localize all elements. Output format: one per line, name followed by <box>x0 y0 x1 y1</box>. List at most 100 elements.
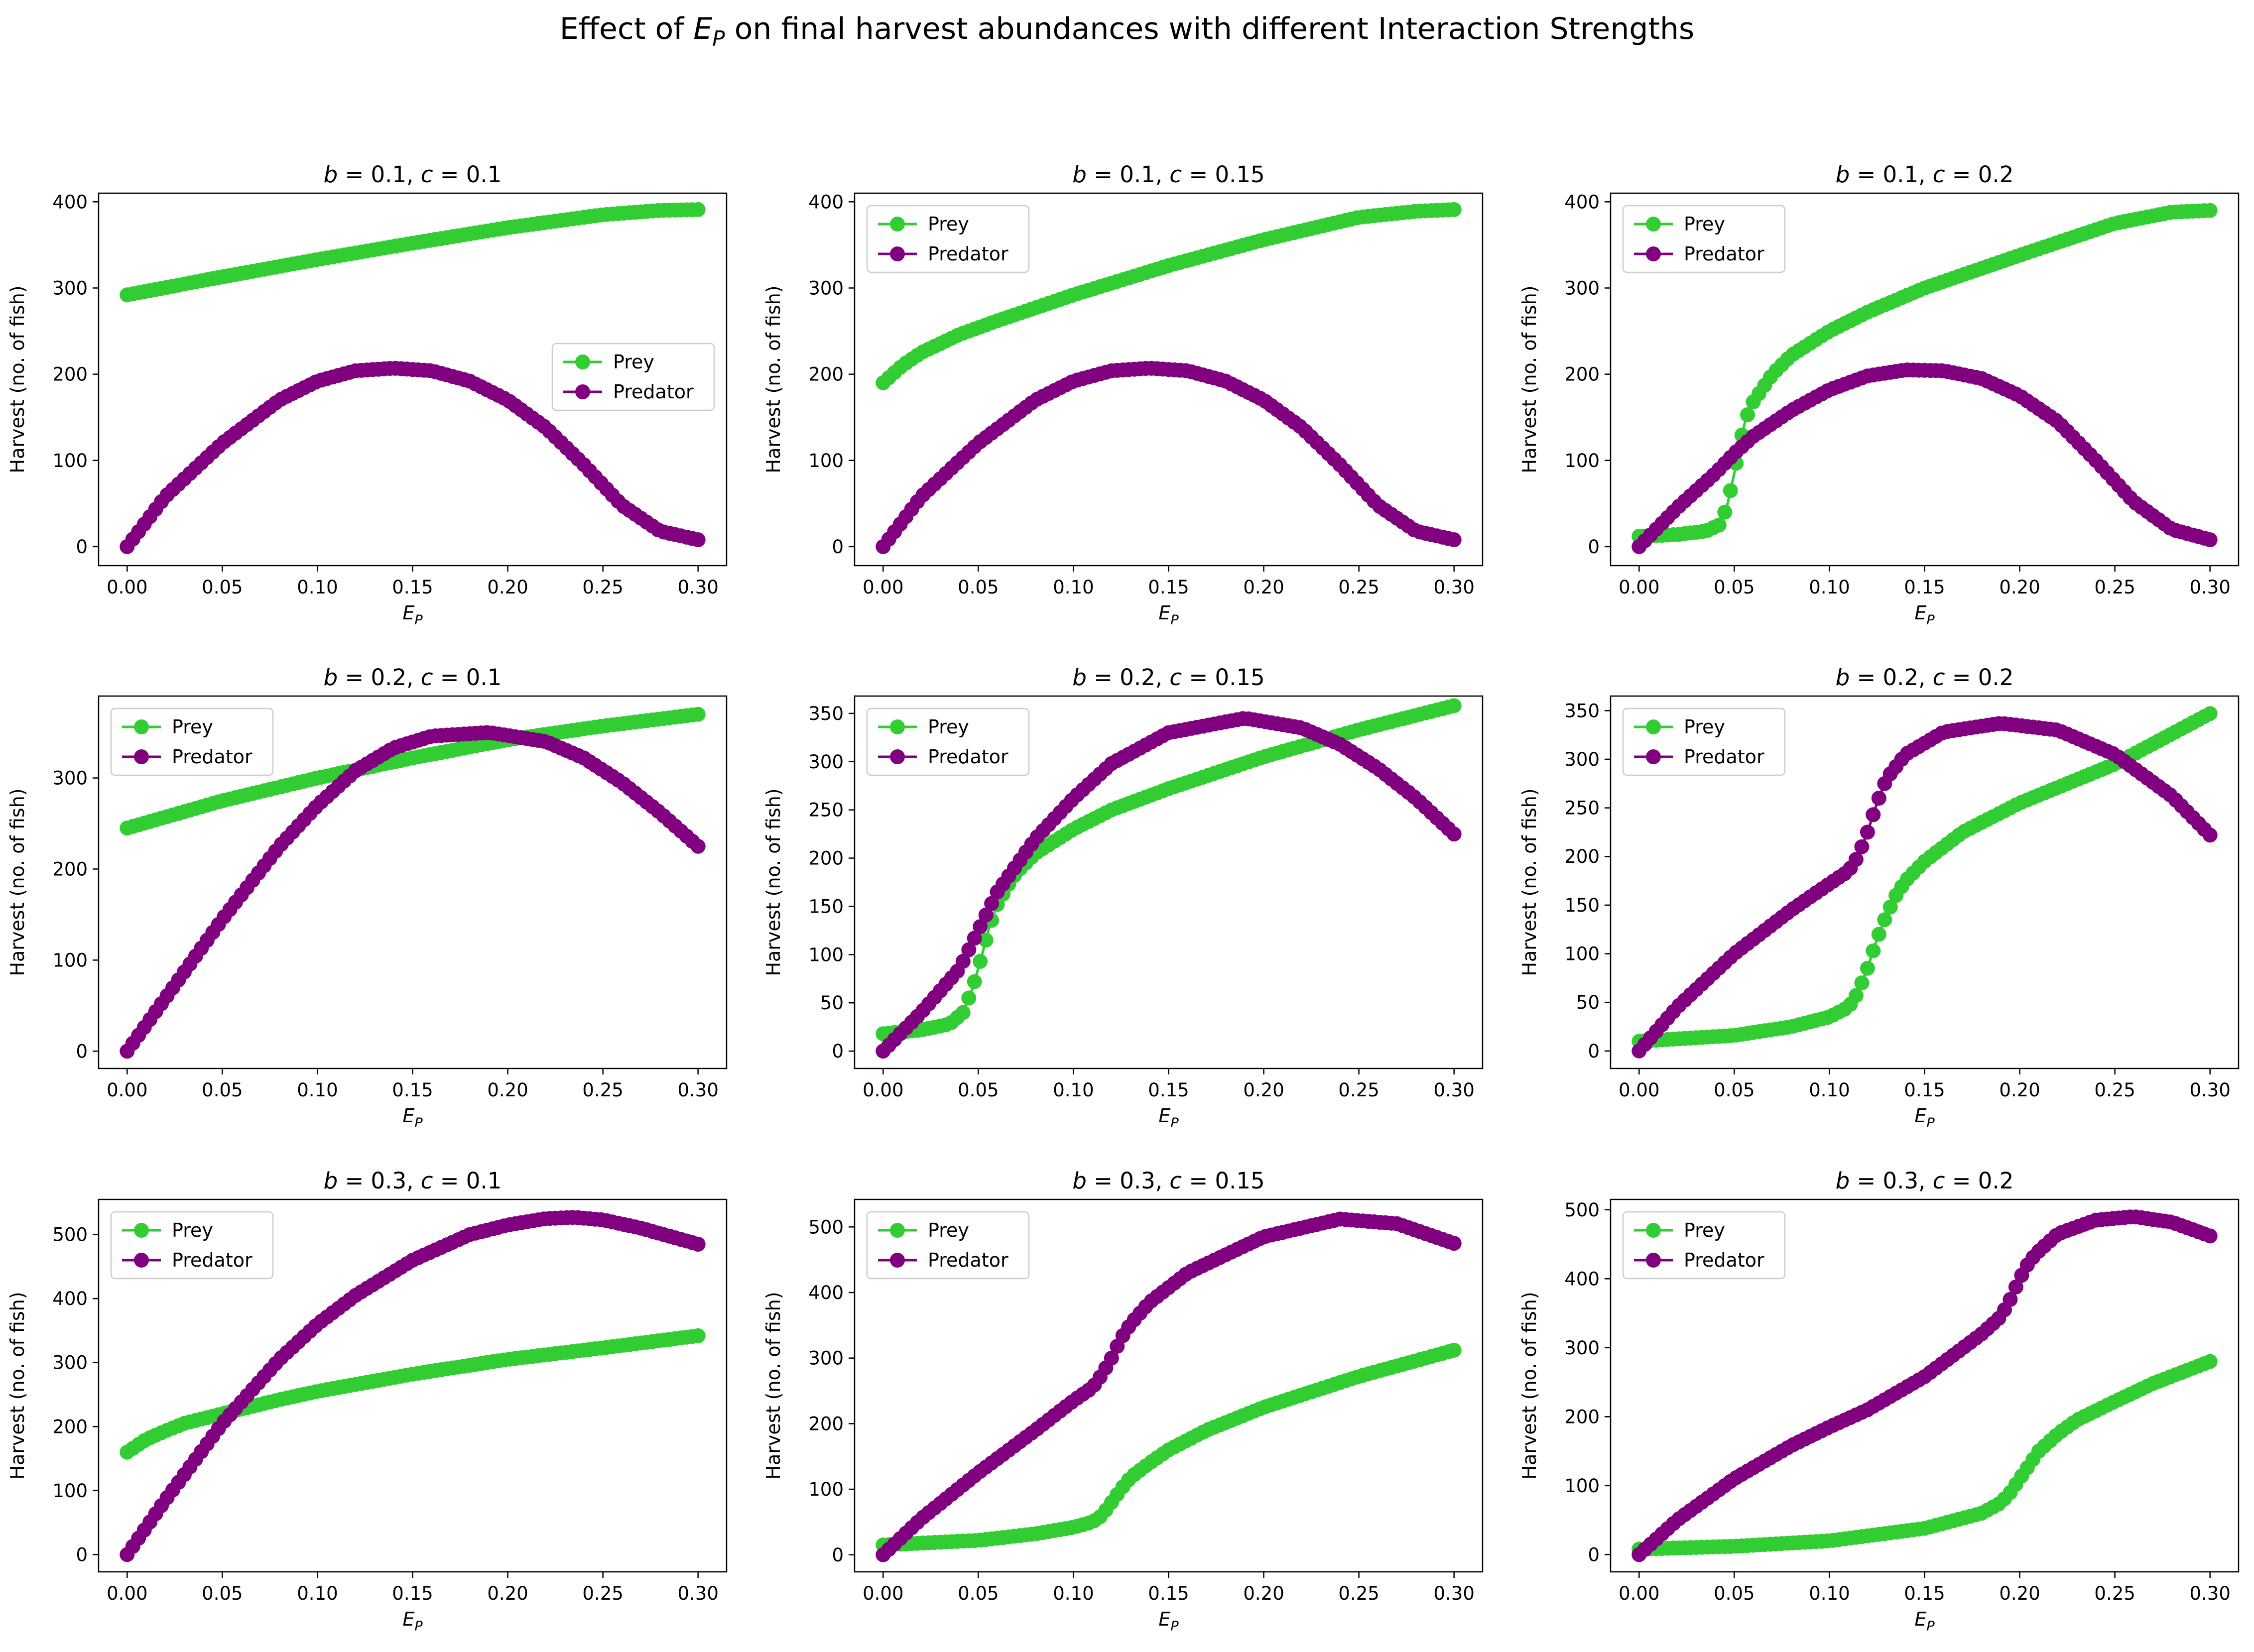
x-tick-label: 0.10 <box>1809 577 1850 598</box>
x-tick-label: 0.25 <box>1338 1583 1379 1604</box>
x-tick-label: 0.20 <box>1243 1583 1284 1604</box>
x-tick-label: 0.25 <box>1338 577 1379 598</box>
legend-box <box>866 708 1030 776</box>
x-axis-label: EP <box>1158 1608 1179 1634</box>
x-tick-label: 0.20 <box>1243 1079 1284 1101</box>
data-point-prey <box>1866 943 1881 958</box>
y-tick-label: 100 <box>52 450 88 472</box>
title-b-symbol: b <box>1836 664 1850 691</box>
data-point-predator <box>973 919 988 935</box>
x-tick-label: 0.10 <box>297 1079 338 1101</box>
legend-marker-prey <box>1646 1223 1661 1238</box>
x-tick-label: 0.10 <box>1053 1079 1094 1101</box>
subplot-8: b = 0.3, c = 0.15 0.00 0.05 0.10 0.15 0.20 0.2… <box>762 1168 1484 1634</box>
legend-marker-predator <box>1646 246 1661 261</box>
y-tick-label: 0 <box>1588 1041 1600 1062</box>
legend-label-predator: Predator <box>172 746 252 768</box>
legend: Prey Predator <box>866 1211 1030 1280</box>
legend: Prey Predator <box>110 708 274 776</box>
x-tick-label: 0.15 <box>1148 1583 1189 1604</box>
title-b-symbol: b <box>1836 161 1850 188</box>
legend-label-predator: Predator <box>1684 746 1764 768</box>
y-tick-label: 200 <box>52 364 88 385</box>
title-b-symbol: b <box>1072 664 1087 691</box>
x-tick-label: 0.00 <box>107 1583 147 1604</box>
data-point-predator <box>690 838 706 854</box>
data-point-predator <box>978 907 994 923</box>
title-b-symbol: b <box>1836 1168 1850 1194</box>
axes-frame <box>854 1198 1484 1573</box>
data-point-predator <box>690 532 706 548</box>
y-tick-label: 200 <box>1564 364 1600 385</box>
legend-marker-prey <box>134 1223 149 1238</box>
y-tick-label: 200 <box>808 364 844 385</box>
legend-label-prey: Prey <box>928 1219 969 1241</box>
x-tick-label: 0.10 <box>1809 1583 1850 1604</box>
y-tick-label: 400 <box>808 191 844 213</box>
data-point-predator <box>1860 825 1875 840</box>
x-axis-label: EP <box>1158 602 1179 628</box>
title-c-value: = 0.15 <box>1182 161 1265 188</box>
data-point-prey <box>1717 504 1733 520</box>
x-axis-label: EP <box>402 1105 423 1131</box>
x-axis-label: EP <box>1914 1608 1935 1634</box>
legend-label-prey: Prey <box>172 1219 213 1241</box>
x-axis-label: EP <box>1914 1105 1935 1131</box>
title-c-symbol: c <box>1933 161 1945 188</box>
data-point-prey <box>690 707 706 722</box>
data-point-predator <box>2202 532 2218 548</box>
plot-area <box>120 707 706 1059</box>
subplot-6: b = 0.2, c = 0.2 0.00 0.05 0.10 0.15 0.20 0.25… <box>1518 664 2240 1131</box>
y-tick-label: 100 <box>1564 944 1600 965</box>
title-c-symbol: c <box>1933 1168 1945 1194</box>
legend-label-prey: Prey <box>1684 716 1725 738</box>
legend-label-prey: Prey <box>613 351 654 373</box>
data-point-predator <box>1866 807 1881 823</box>
y-tick-label: 300 <box>52 277 88 299</box>
title-b-value: = 0.2, <box>338 664 421 691</box>
x-tick-label: 0.30 <box>677 1079 718 1101</box>
subplot-title: b = 0.2, c = 0.1 <box>324 664 502 691</box>
subplot-title: b = 0.3, c = 0.2 <box>1836 1168 2014 1194</box>
y-tick-label: 300 <box>52 1352 88 1374</box>
y-tick-label: 0 <box>832 536 844 558</box>
x-axis-label: EP <box>1914 602 1935 628</box>
y-axis-label: Harvest (no. of fish) <box>1518 1292 1540 1479</box>
legend-marker-predator <box>890 749 905 764</box>
data-point-prey <box>690 1328 706 1343</box>
legend-box <box>110 708 274 776</box>
y-tick-label: 0 <box>76 1544 88 1565</box>
x-tick-label: 0.30 <box>1433 1583 1474 1604</box>
x-tick-label: 0.10 <box>297 577 338 598</box>
title-c-symbol: c <box>421 161 433 188</box>
x-tick-label: 0.15 <box>1904 1079 1945 1101</box>
plot-area <box>876 202 1462 554</box>
data-point-prey <box>1446 698 1462 713</box>
data-point-prey <box>1711 517 1727 533</box>
legend-label-prey: Prey <box>1684 213 1725 235</box>
legend-marker-predator <box>1646 749 1661 764</box>
y-axis-label: Harvest (no. of fish) <box>6 788 28 976</box>
legend-marker-prey <box>575 354 590 369</box>
legend-box <box>1622 708 1786 776</box>
legend-label-predator: Predator <box>613 381 694 403</box>
y-tick-label: 500 <box>52 1224 88 1246</box>
axes-frame <box>1610 695 2240 1069</box>
title-c-value: = 0.1 <box>433 1168 501 1194</box>
y-tick-label: 100 <box>52 949 88 971</box>
x-tick-label: 0.20 <box>487 1583 528 1604</box>
legend-marker-predator <box>134 1253 149 1268</box>
subplot-title: b = 0.1, c = 0.2 <box>1836 161 2014 188</box>
x-tick-label: 0.05 <box>958 577 999 598</box>
x-tick-label: 0.25 <box>582 1079 623 1101</box>
title-b-symbol: b <box>1072 1168 1087 1194</box>
x-tick-label: 0.15 <box>1148 1079 1189 1101</box>
y-tick-label: 300 <box>52 768 88 789</box>
legend-label-prey: Prey <box>172 716 213 738</box>
data-point-predator <box>1446 826 1462 842</box>
legend-box <box>110 1211 274 1280</box>
y-tick-label: 0 <box>76 1041 88 1062</box>
y-axis-label: Harvest (no. of fish) <box>6 1292 28 1479</box>
y-tick-label: 200 <box>1564 846 1600 867</box>
